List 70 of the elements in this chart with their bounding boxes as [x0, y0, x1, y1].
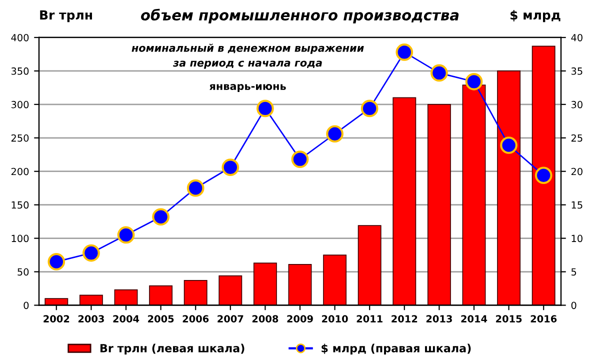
legend-label: $ млрд (правая шкала) — [322, 344, 471, 355]
y2-tick-label: 5 — [571, 268, 576, 276]
point — [48, 253, 66, 270]
text: номинальный в денежном выражении за период с начала года — [132, 44, 364, 69]
bar — [497, 70, 521, 306]
point — [500, 136, 518, 154]
y2-tick-label: 30 — [571, 100, 582, 108]
point — [430, 64, 448, 82]
point — [256, 100, 274, 118]
y-tick-label: 400 — [11, 34, 29, 42]
y-tick-label: 250 — [11, 134, 29, 142]
y-tick-label: 200 — [11, 168, 29, 176]
bar — [358, 225, 382, 306]
point — [222, 158, 240, 176]
x-tick-label: 2014 — [461, 315, 488, 322]
point — [465, 72, 483, 90]
bar — [218, 275, 242, 306]
bar — [149, 285, 173, 306]
y2-tick-label: 0 — [571, 302, 576, 310]
legend-label: Br трлн (левая шкала) — [100, 344, 244, 355]
bar — [323, 254, 347, 306]
point — [117, 226, 135, 244]
bar — [184, 280, 208, 306]
bar — [532, 46, 556, 306]
x-tick-label: 2010 — [322, 315, 348, 322]
bar — [253, 262, 277, 306]
x-tick-label: 2004 — [113, 315, 140, 322]
annotation: январь-июнь — [210, 84, 286, 92]
y2-tick-label: 25 — [571, 134, 582, 142]
x-tick-label: 2006 — [182, 315, 209, 322]
point — [396, 44, 414, 61]
y-tick-label: 350 — [11, 67, 29, 75]
x-tick-label: 2013 — [426, 315, 452, 322]
point — [534, 166, 552, 184]
y-tick-label: 150 — [12, 201, 29, 209]
y2-tick-label: 15 — [572, 201, 582, 209]
y-tick-label: 100 — [12, 234, 29, 242]
x-tick-label: 2005 — [148, 315, 174, 322]
x-tick-label: 2015 — [496, 315, 522, 322]
y2-tick-label: 10 — [572, 234, 582, 242]
y2-axis-title: $ млрд — [510, 10, 560, 22]
chart-title: объем промышленного производства — [140, 8, 459, 24]
x-tick-label: 2012 — [392, 315, 418, 322]
point — [291, 150, 309, 168]
x-tick-label: 2008 — [252, 315, 278, 322]
x-tick-label: 2009 — [287, 315, 313, 322]
x-tick-label: 2002 — [44, 315, 70, 322]
bar — [462, 84, 486, 306]
y2-tick-label: 20 — [571, 168, 582, 176]
bar — [114, 289, 138, 306]
bar — [44, 298, 68, 306]
x-tick-label: 2011 — [356, 315, 382, 322]
y2-tick-label: 35 — [571, 67, 582, 75]
point — [326, 125, 344, 143]
x-tick-label: 2007 — [218, 315, 244, 322]
point — [152, 208, 170, 226]
bar — [79, 294, 103, 306]
y-tick-label: 300 — [11, 100, 29, 108]
bar — [288, 264, 312, 306]
bar — [427, 104, 451, 306]
x-tick-label: 2003 — [78, 315, 104, 322]
point — [186, 179, 204, 197]
y-tick-label: 0 — [24, 302, 29, 310]
x-tick-label: 2016 — [530, 315, 557, 322]
y2-tick-label: 40 — [571, 34, 582, 42]
y-tick-label: 50 — [18, 268, 29, 276]
point — [82, 244, 100, 262]
bar — [392, 97, 416, 306]
y-axis-title: Br трлн — [40, 10, 92, 22]
point — [360, 100, 378, 118]
